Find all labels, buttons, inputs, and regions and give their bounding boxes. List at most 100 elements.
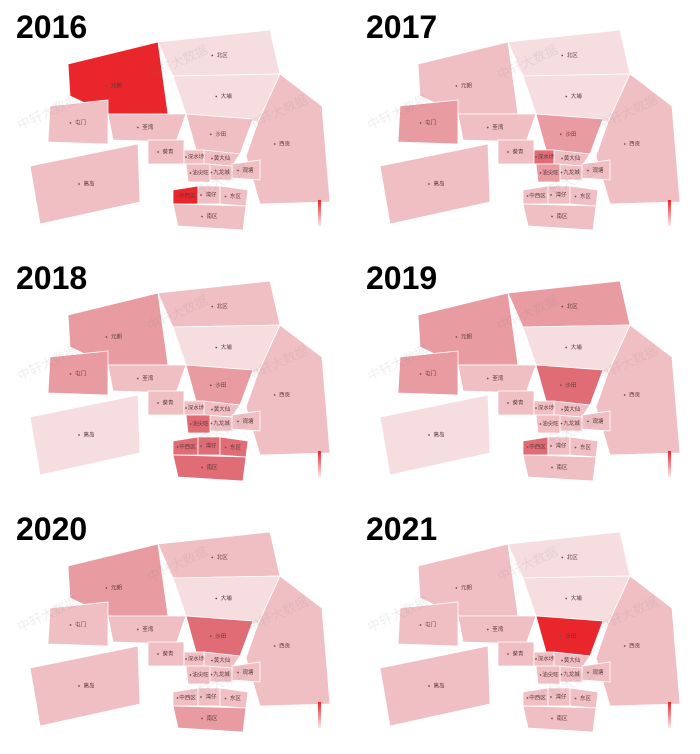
district-dot	[189, 423, 192, 425]
district-area	[535, 414, 561, 434]
district-label: 西贡	[279, 643, 291, 650]
district-label: 湾仔	[555, 191, 567, 199]
district-dot	[105, 85, 108, 87]
district-area	[535, 665, 561, 685]
district-dot	[526, 195, 529, 197]
district-label: 中西区	[179, 443, 196, 451]
district-dot	[486, 377, 489, 380]
district-label: 观塘	[242, 166, 254, 174]
district-label: 南区	[206, 463, 218, 471]
district-dot	[560, 171, 563, 174]
district-dot	[428, 183, 430, 185]
district-label: 深水埗	[538, 655, 555, 663]
district-label: 荃湾	[492, 374, 504, 382]
district-area	[47, 350, 109, 396]
district-label: 东区	[230, 443, 242, 451]
district-label: 油尖旺	[542, 420, 559, 428]
district-label: 葵青	[162, 650, 174, 658]
district-dot	[200, 194, 202, 196]
district-label: 黄大仙	[214, 656, 231, 664]
district-label: 深水埗	[188, 153, 205, 161]
district-label: 沙田	[215, 382, 226, 389]
district-label: 油尖旺	[542, 671, 559, 679]
district-label: 西贡	[629, 643, 641, 650]
legend-bar	[668, 451, 671, 477]
district-label: 北区	[567, 51, 579, 59]
district-label: 葵青	[162, 148, 174, 156]
district-dot	[105, 587, 108, 589]
district-dot	[136, 377, 139, 380]
district-label: 西贡	[629, 141, 641, 148]
district-dot	[201, 215, 203, 218]
district-dot	[561, 157, 563, 160]
district-dot	[539, 674, 542, 676]
district-label: 元朗	[111, 82, 123, 90]
district-dot	[574, 195, 577, 198]
district-label: 葵青	[512, 650, 524, 658]
district-dot	[587, 169, 589, 172]
district-label: 观塘	[242, 417, 254, 425]
district-label: 北区	[217, 51, 229, 59]
district-dot	[587, 671, 589, 674]
district-label: 大埔	[221, 343, 233, 351]
district-area	[245, 73, 331, 205]
district-label: 湾仔	[205, 191, 217, 199]
district-label: 深水埗	[188, 655, 205, 663]
district-dot	[565, 95, 568, 98]
district-dot	[574, 446, 577, 449]
district-dot	[507, 402, 509, 404]
district-label: 中西区	[179, 192, 196, 200]
district-area	[379, 394, 491, 476]
district-area	[172, 454, 247, 482]
district-label: 九龙城	[213, 670, 230, 678]
district-dot	[211, 54, 214, 57]
district-area	[29, 143, 141, 225]
district-label: 湾仔	[205, 693, 217, 701]
district-area	[535, 163, 561, 183]
district-dot	[526, 446, 529, 448]
district-dot	[209, 133, 212, 136]
district-dot	[224, 195, 227, 198]
district-label: 南区	[556, 212, 568, 220]
district-area	[397, 601, 459, 647]
district-label: 东区	[580, 192, 592, 200]
district-label: 南区	[206, 714, 218, 722]
district-dot	[69, 373, 72, 375]
district-label: 西贡	[279, 392, 291, 399]
district-area	[47, 99, 109, 145]
year-label: 2021	[366, 511, 437, 547]
district-label: 北区	[217, 302, 229, 310]
district-label: 屯门	[425, 621, 436, 629]
district-dot	[526, 697, 529, 699]
district-label: 西贡	[629, 392, 641, 399]
district-area	[522, 705, 597, 733]
district-area	[245, 575, 331, 707]
district-label: 离岛	[433, 431, 445, 439]
district-label: 离岛	[83, 431, 95, 439]
district-dot	[535, 156, 537, 158]
district-dot	[211, 659, 213, 662]
district-label: 离岛	[83, 180, 95, 188]
district-dot	[185, 407, 187, 409]
district-dot	[69, 624, 72, 626]
district-label: 沙田	[215, 633, 226, 640]
district-label: 西贡	[279, 141, 291, 148]
district-dot	[176, 195, 179, 197]
district-area	[379, 645, 491, 727]
district-label: 离岛	[83, 682, 95, 690]
district-dot	[78, 685, 80, 687]
district-label: 沙田	[565, 382, 576, 389]
district-label: 沙田	[565, 633, 576, 640]
district-dot	[561, 556, 564, 559]
district-label: 油尖旺	[542, 169, 559, 177]
district-label: 离岛	[433, 180, 445, 188]
